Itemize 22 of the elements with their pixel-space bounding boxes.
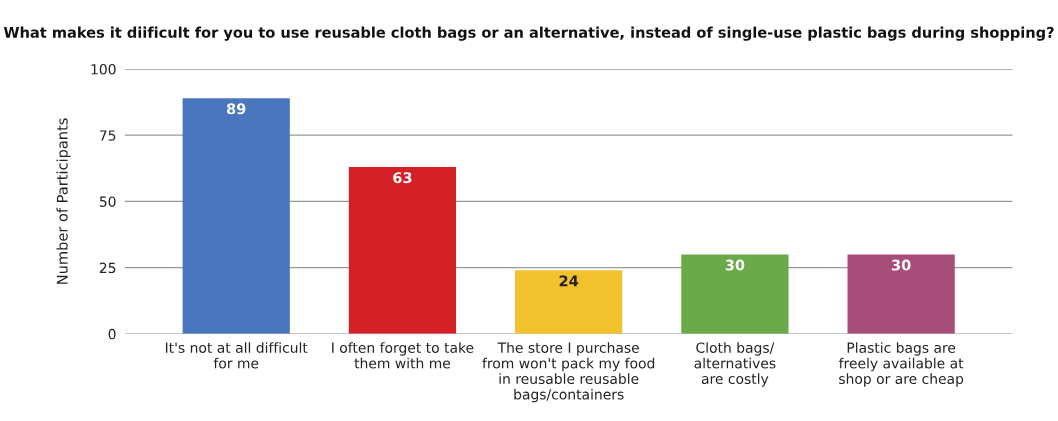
data-label: 30	[891, 259, 911, 271]
bar	[681, 254, 789, 334]
y-tick-label: 100	[91, 64, 116, 75]
y-tick-label: 25	[99, 262, 116, 274]
bar	[182, 98, 290, 334]
x-tick-label: It's not at all difficult for me	[165, 342, 308, 369]
bar	[348, 167, 457, 334]
x-tick-label: I often forget to take them with me	[332, 342, 474, 369]
bar	[847, 254, 955, 334]
bar	[515, 270, 623, 334]
data-label: 24	[559, 275, 579, 287]
chart-title: What makes it diificult for you to use reusable cloth bags or an alternative, instead of single-use plastic bags during shopping?	[3, 26, 1054, 41]
x-tick-label: Plastic bags are freely available at shop or are cheap	[838, 342, 964, 387]
x-tick-label: Cloth bags/ alternatives are costly	[694, 342, 776, 387]
x-tick-label: The store I purchase from won't pack my food in reusable reusable bags/containers	[482, 342, 655, 403]
y-tick-label: 50	[99, 196, 116, 207]
y-tick-label: 75	[99, 130, 116, 141]
data-label: 63	[393, 172, 412, 184]
y-axis-title: Number of Participants	[56, 118, 71, 284]
y-tick-label: 0	[108, 328, 116, 340]
data-label: 89	[226, 103, 246, 115]
data-label: 30	[725, 259, 745, 271]
